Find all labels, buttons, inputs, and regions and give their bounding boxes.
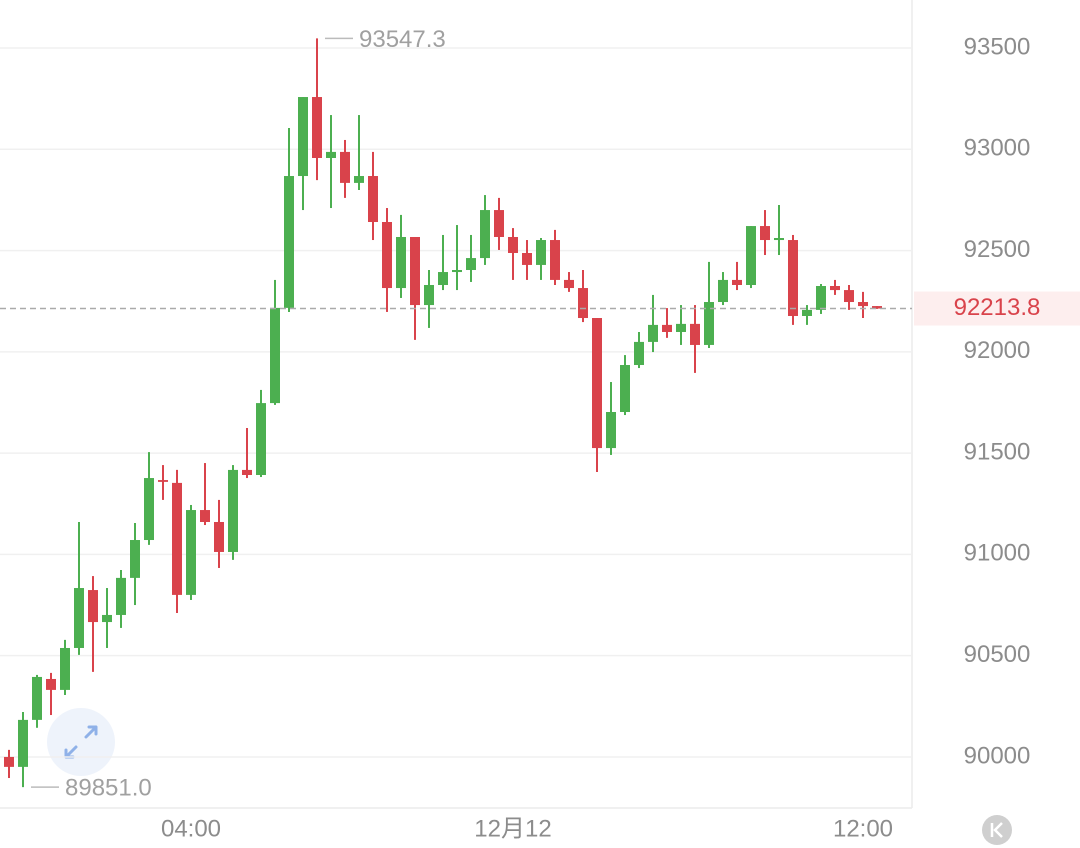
- candle-body: [466, 258, 476, 271]
- candle-body: [74, 588, 84, 648]
- candle-body: [172, 482, 182, 595]
- candle-body: [60, 647, 70, 690]
- candle-body: [536, 240, 546, 265]
- k-button-bg[interactable]: [982, 815, 1012, 845]
- candle-body: [802, 309, 812, 316]
- candle-body: [438, 272, 448, 285]
- candle-body: [494, 210, 504, 237]
- candle-body: [508, 236, 518, 253]
- candles: [4, 38, 882, 788]
- candle-body: [368, 176, 378, 223]
- y-tick-label: 91000: [964, 540, 1031, 567]
- candle-body: [522, 252, 532, 265]
- x-tick-label: 04:00: [161, 815, 221, 842]
- candle-body: [46, 678, 56, 690]
- candle-body: [354, 176, 364, 183]
- candle-body: [732, 279, 742, 285]
- candle-body: [774, 238, 784, 241]
- candle-body: [634, 341, 644, 366]
- candle-body: [872, 306, 882, 309]
- y-tick-label: 92500: [964, 236, 1031, 263]
- annotation-label: 93547.3: [359, 26, 446, 53]
- k-button[interactable]: [982, 815, 1012, 845]
- y-tick-label: 93000: [964, 135, 1031, 162]
- y-tick-label: 92000: [964, 337, 1031, 364]
- candle-body: [858, 302, 868, 307]
- candle-body: [396, 236, 406, 289]
- candle-body: [270, 307, 280, 404]
- candle-body: [676, 323, 686, 332]
- candle-body: [326, 151, 336, 158]
- expand-button[interactable]: [47, 708, 115, 776]
- candle-body: [18, 719, 28, 767]
- candle-body: [648, 324, 658, 342]
- candle-body: [158, 480, 168, 482]
- candle-body: [578, 288, 588, 319]
- candle-body: [816, 286, 826, 310]
- candle-body: [200, 510, 210, 522]
- candle-body: [452, 270, 462, 273]
- candle-body: [32, 676, 42, 720]
- candle-body: [214, 521, 224, 552]
- y-tick-label: 90500: [964, 641, 1031, 668]
- candle-body: [424, 284, 434, 306]
- last-price-box: [914, 291, 1080, 326]
- candle-body: [620, 365, 630, 413]
- candle-body: [788, 240, 798, 316]
- last-price-label: 92213.8: [954, 294, 1041, 321]
- candle-body: [242, 469, 252, 475]
- candle-body: [228, 469, 238, 552]
- candle-body: [186, 510, 196, 595]
- candle-body: [144, 478, 154, 541]
- candle-body: [4, 756, 14, 767]
- candle-body: [606, 412, 616, 449]
- candle-body: [718, 279, 728, 303]
- y-tick-label: 93500: [964, 33, 1031, 60]
- candle-body: [844, 290, 854, 303]
- candle-body: [102, 614, 112, 623]
- x-tick-label: 12月12: [474, 815, 551, 842]
- candle-body: [88, 590, 98, 623]
- expand-button-bg[interactable]: [47, 708, 115, 776]
- candle-body: [690, 323, 700, 345]
- candle-body: [130, 540, 140, 578]
- y-tick-label: 90000: [964, 742, 1031, 769]
- candle-body: [298, 97, 308, 177]
- candle-body: [480, 210, 490, 259]
- grid: [0, 47, 912, 758]
- candle-body: [550, 240, 560, 280]
- candle-body: [256, 403, 266, 475]
- candle-body: [340, 151, 350, 183]
- annotation-label: 89851.0: [65, 774, 152, 801]
- y-tick-label: 91500: [964, 438, 1031, 465]
- candle-body: [312, 97, 322, 158]
- candle-body: [564, 279, 574, 289]
- candle-body: [410, 236, 420, 306]
- candle-body: [592, 318, 602, 449]
- candle-body: [830, 286, 840, 291]
- candle-body: [382, 222, 392, 289]
- candle-body: [662, 324, 672, 332]
- candle-body: [116, 577, 126, 615]
- k-icon[interactable]: [990, 822, 1003, 838]
- candle-body: [746, 226, 756, 285]
- candle-body: [760, 226, 770, 241]
- candle-body: [704, 302, 714, 345]
- candle-body: [284, 176, 294, 308]
- x-tick-label: 12:00: [833, 815, 893, 842]
